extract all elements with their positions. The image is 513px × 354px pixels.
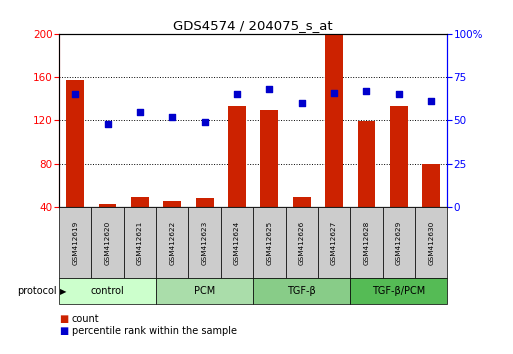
FancyBboxPatch shape: [156, 207, 188, 278]
Bar: [390, 106, 408, 207]
Bar: [131, 197, 149, 207]
FancyBboxPatch shape: [188, 207, 221, 278]
Bar: [163, 201, 181, 207]
Text: GSM412630: GSM412630: [428, 220, 434, 265]
Bar: [293, 197, 310, 207]
Point: [394, 92, 403, 97]
Text: GSM412622: GSM412622: [169, 220, 175, 265]
Bar: [98, 204, 116, 207]
Text: control: control: [91, 286, 125, 296]
Text: ▶: ▶: [60, 287, 67, 296]
Point: [298, 100, 306, 106]
Bar: [261, 109, 278, 207]
Text: TGF-β/PCM: TGF-β/PCM: [372, 286, 425, 296]
Bar: [325, 34, 343, 207]
Point: [71, 92, 80, 97]
Text: TGF-β: TGF-β: [287, 286, 316, 296]
FancyBboxPatch shape: [221, 207, 253, 278]
FancyBboxPatch shape: [59, 278, 156, 304]
Text: GSM412623: GSM412623: [202, 220, 208, 265]
Text: GSM412628: GSM412628: [363, 220, 369, 265]
FancyBboxPatch shape: [415, 207, 447, 278]
Title: GDS4574 / 204075_s_at: GDS4574 / 204075_s_at: [173, 19, 333, 33]
FancyBboxPatch shape: [253, 207, 286, 278]
Text: GSM412626: GSM412626: [299, 220, 305, 265]
FancyBboxPatch shape: [253, 278, 350, 304]
Text: GSM412621: GSM412621: [137, 220, 143, 265]
FancyBboxPatch shape: [124, 207, 156, 278]
Text: GSM412620: GSM412620: [105, 220, 110, 265]
Bar: [228, 106, 246, 207]
Text: ■: ■: [59, 326, 68, 336]
Text: GSM412627: GSM412627: [331, 220, 337, 265]
Point: [136, 109, 144, 115]
Point: [233, 92, 241, 97]
FancyBboxPatch shape: [156, 278, 253, 304]
Bar: [196, 198, 213, 207]
Text: GSM412629: GSM412629: [396, 220, 402, 265]
Text: protocol: protocol: [17, 286, 56, 296]
FancyBboxPatch shape: [383, 207, 415, 278]
Text: PCM: PCM: [194, 286, 215, 296]
Text: percentile rank within the sample: percentile rank within the sample: [72, 326, 237, 336]
Text: count: count: [72, 314, 100, 324]
Point: [427, 98, 435, 104]
Point: [265, 86, 273, 92]
Bar: [358, 121, 376, 207]
Bar: [422, 164, 440, 207]
Point: [104, 121, 112, 127]
Point: [168, 114, 176, 120]
FancyBboxPatch shape: [91, 207, 124, 278]
Text: ■: ■: [59, 314, 68, 324]
FancyBboxPatch shape: [59, 207, 91, 278]
FancyBboxPatch shape: [350, 278, 447, 304]
FancyBboxPatch shape: [286, 207, 318, 278]
Text: GSM412625: GSM412625: [266, 220, 272, 265]
Point: [201, 119, 209, 125]
Text: GSM412624: GSM412624: [234, 220, 240, 265]
FancyBboxPatch shape: [318, 207, 350, 278]
Point: [362, 88, 370, 94]
Text: GSM412619: GSM412619: [72, 220, 78, 265]
Point: [330, 90, 338, 96]
Bar: [66, 80, 84, 207]
FancyBboxPatch shape: [350, 207, 383, 278]
